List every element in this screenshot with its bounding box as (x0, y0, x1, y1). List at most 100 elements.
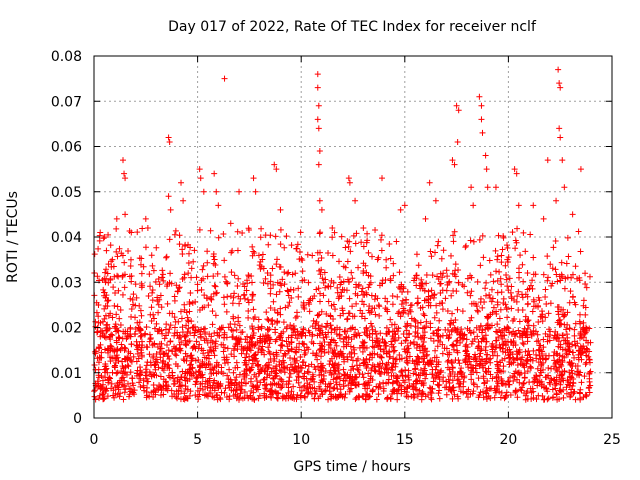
data-point-peak (569, 211, 576, 218)
data-point (361, 380, 368, 387)
data-point (324, 383, 331, 390)
data-point (380, 385, 387, 392)
data-point (160, 367, 167, 374)
data-point-peak (314, 84, 321, 91)
data-point (125, 380, 132, 387)
data-point (359, 338, 366, 345)
data-point (343, 334, 350, 341)
data-point (182, 377, 189, 384)
data-point (320, 279, 327, 286)
data-point (361, 315, 368, 322)
data-point (322, 387, 329, 394)
data-point (273, 394, 280, 401)
data-point (333, 379, 340, 386)
data-point (161, 335, 168, 342)
data-point (339, 393, 346, 400)
data-point (224, 280, 231, 287)
data-point (497, 329, 504, 336)
data-point (281, 269, 288, 276)
data-point (116, 334, 123, 341)
y-tick-label: 0.02 (51, 321, 82, 337)
data-point (224, 293, 231, 300)
data-point (380, 348, 387, 355)
data-point (258, 323, 265, 330)
data-point (113, 248, 120, 255)
x-tick-label: 20 (499, 432, 517, 448)
data-point (319, 365, 326, 372)
data-point (297, 229, 304, 236)
data-point (312, 391, 319, 398)
data-point (98, 385, 105, 392)
data-point (536, 342, 543, 349)
data-point (107, 242, 114, 249)
data-point (527, 231, 534, 238)
data-point (336, 293, 343, 300)
data-point (449, 395, 456, 402)
data-point (160, 383, 167, 390)
data-point (530, 296, 537, 303)
data-point (255, 316, 262, 323)
data-point (183, 309, 190, 316)
data-point (398, 340, 405, 347)
data-point (185, 259, 192, 266)
data-point (561, 311, 568, 318)
data-point (364, 327, 371, 334)
data-point (233, 326, 240, 333)
data-point (349, 363, 356, 370)
data-point (286, 299, 293, 306)
data-point (245, 299, 252, 306)
data-point (119, 252, 126, 259)
data-point (141, 331, 148, 338)
data-point (337, 386, 344, 393)
data-point (460, 335, 467, 342)
data-point (435, 337, 442, 344)
data-point (461, 373, 468, 380)
data-point (557, 320, 564, 327)
data-point (504, 314, 511, 321)
data-point (350, 232, 357, 239)
data-point (379, 336, 386, 343)
data-point (530, 271, 537, 278)
data-point (418, 396, 425, 403)
data-point (319, 275, 326, 282)
data-point (360, 260, 367, 267)
data-point (535, 337, 542, 344)
data-point (355, 264, 362, 271)
data-point (212, 312, 219, 319)
data-point (114, 347, 121, 354)
data-point (539, 318, 546, 325)
data-point (195, 396, 202, 403)
data-point (265, 344, 272, 351)
data-point (104, 303, 111, 310)
data-point (274, 389, 281, 396)
data-point (330, 364, 337, 371)
data-point (520, 229, 527, 236)
y-tick-label: 0.06 (51, 140, 82, 156)
data-point (435, 326, 442, 333)
data-point (331, 229, 338, 236)
data-point (249, 356, 256, 363)
data-point (269, 265, 276, 272)
data-point (114, 253, 121, 260)
data-point (97, 386, 104, 393)
data-point (214, 329, 221, 336)
data-point (554, 368, 561, 375)
data-point (517, 386, 524, 393)
data-point (522, 396, 529, 403)
data-point (572, 263, 579, 270)
data-point (433, 302, 440, 309)
data-point (260, 377, 267, 384)
data-point (390, 343, 397, 350)
data-point (580, 334, 587, 341)
data-point (445, 357, 452, 364)
data-point (200, 350, 207, 357)
data-point-peak (318, 206, 325, 213)
data-point (213, 359, 220, 366)
data-point (155, 309, 162, 316)
data-point (301, 393, 308, 400)
data-point (203, 335, 210, 342)
data-point (278, 384, 285, 391)
data-point (533, 338, 540, 345)
data-point-peak (101, 234, 108, 240)
data-point (301, 276, 308, 283)
